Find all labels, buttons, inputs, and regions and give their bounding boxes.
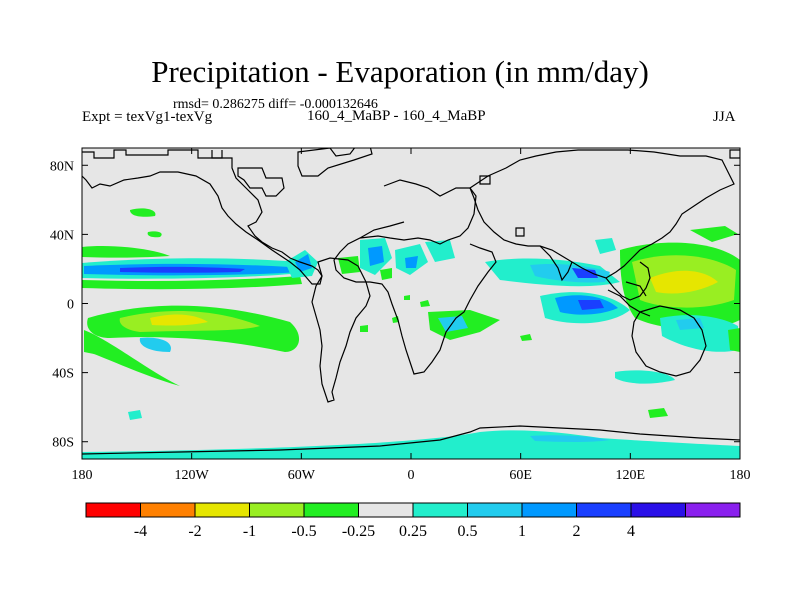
colorbar-swatch: [685, 502, 741, 518]
coastline-south-america: [311, 257, 371, 403]
contour-africa-blue-1: [368, 246, 384, 266]
coastline-islands: [479, 149, 740, 237]
coastline-maritime: [607, 281, 651, 317]
contour-southern-africa-cyan: [438, 316, 468, 332]
coastline-arctic-islands: [211, 148, 373, 177]
contour-pacific-green-mid: [82, 276, 302, 290]
colorbar-label: -2: [188, 523, 201, 540]
x-tick-label: 60W: [288, 468, 316, 483]
contour-north-pacific-patch: [130, 208, 156, 217]
colorbar-swatch: [303, 502, 359, 518]
season-label: JJA: [713, 109, 736, 125]
colorbar-swatch: [467, 502, 523, 518]
colorbar-label: 0.5: [458, 523, 478, 540]
contour-nw-pacific-green: [690, 226, 738, 242]
colorbar-swatch: [630, 502, 686, 518]
x-tick-label: 180: [730, 468, 751, 483]
contour-pacific-green-north: [82, 246, 170, 258]
colorbar-label: 1: [518, 523, 526, 540]
colorbar-swatch: [412, 502, 468, 518]
contour-small-green-4: [360, 325, 368, 332]
contour-spcz-yellow: [150, 314, 208, 326]
y-tick-label: 0: [67, 298, 74, 313]
y-tick-label: 80N: [50, 159, 74, 174]
colorbar-swatch: [194, 502, 250, 518]
contour-africa-green-2: [380, 268, 392, 280]
contour-small-green-1: [420, 300, 430, 307]
stats-label: rmsd= 0.286275 diff= -0.000132646: [173, 97, 378, 112]
colorbar-swatch: [358, 502, 414, 518]
colorbar: -4 -2 -1 -0.5 -0.25 0.25 0.5 1 2 4: [85, 502, 741, 540]
x-tick-label: 60E: [509, 468, 532, 483]
contour-small-green-3: [404, 295, 410, 300]
axes: 180 120W 60W 0 60E 120E 180 80N 40N 0 40S 80S: [50, 148, 751, 483]
contour-fills: [82, 208, 740, 459]
y-tick-label: 40S: [52, 367, 74, 382]
coastlines: [82, 148, 740, 455]
coastline-australia: [631, 305, 707, 377]
colorbar-swatch: [140, 502, 196, 518]
contour-antarctic-blue: [530, 435, 610, 442]
contour-bay-bengal-cyan: [595, 238, 616, 254]
contour-sp-green-tail: [84, 330, 180, 386]
colorbar-swatch: [249, 502, 305, 518]
coastline-antarctica: [82, 425, 740, 455]
colorbar-label: 0.25: [399, 523, 427, 540]
coastline-north-america: [82, 149, 323, 285]
contour-southern-indian-green: [648, 408, 668, 418]
contour-sp-green-small: [84, 340, 110, 356]
contour-southern-indian-cyan: [615, 370, 675, 384]
contour-green-small-5: [520, 334, 532, 341]
x-tick-label: 120W: [175, 468, 210, 483]
coastline-europe-africa: [333, 179, 497, 375]
contour-pacific-itcz-dark: [120, 266, 245, 273]
colorbar-label: -0.5: [291, 523, 316, 540]
coastline-india: [539, 245, 573, 282]
colorbar-label: 4: [627, 523, 635, 540]
contour-east-edge-green: [728, 328, 740, 352]
coastline-asia: [469, 149, 735, 279]
contour-africa-blue-2: [405, 256, 418, 268]
contour-se-pacific-cyan: [128, 410, 142, 420]
contour-west-pacific-blue: [676, 318, 704, 330]
x-tick-label: 180: [72, 468, 93, 483]
contour-africa-cyan-3: [425, 240, 455, 262]
colorbar-label: -0.25: [342, 523, 375, 540]
case-label: 160_4_MaBP - 160_4_MaBP: [307, 108, 486, 124]
colorbar-label: 2: [573, 523, 581, 540]
colorbar-swatch: [576, 502, 632, 518]
contour-indian-ocean-deep: [572, 268, 598, 278]
colorbar-label: -4: [134, 523, 147, 540]
colorbar-swatch: [521, 502, 577, 518]
coastline-greenland: [237, 167, 285, 197]
y-tick-label: 80S: [52, 436, 74, 451]
contour-eq-indian-deep: [578, 300, 604, 310]
experiment-label: Expt = texVg1-texVg: [82, 109, 213, 125]
colorbar-swatch: [85, 502, 141, 518]
coastline-se-asia: [605, 261, 651, 301]
contour-sp-cyan-patch: [139, 337, 171, 352]
contour-north-pacific-patch2: [147, 231, 162, 238]
chart-title: Precipitation - Evaporation (in mm/day): [151, 54, 649, 89]
contour-west-pacific-yellow: [650, 270, 718, 294]
x-tick-label: 0: [408, 468, 415, 483]
x-tick-label: 120E: [616, 468, 646, 483]
contour-africa-green-1: [338, 256, 360, 274]
colorbar-label: -1: [243, 523, 256, 540]
y-tick-label: 40N: [50, 228, 74, 243]
